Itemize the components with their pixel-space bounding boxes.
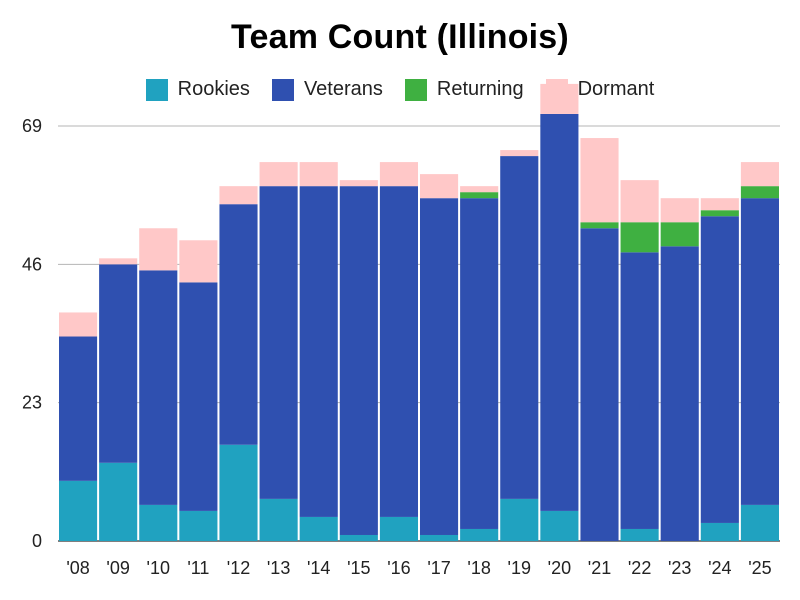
x-tick-label: '25 xyxy=(748,558,771,578)
bar-segment-dormant xyxy=(420,174,459,199)
bar-segment-rookies xyxy=(500,498,539,541)
bar-segment-rookies xyxy=(460,528,499,541)
x-tick-label: '18 xyxy=(467,558,490,578)
legend-item-rookies: Rookies xyxy=(145,78,250,101)
bar-segment-dormant xyxy=(339,180,378,187)
bar-segment-veterans xyxy=(660,246,699,541)
bar-segment-veterans xyxy=(219,204,258,445)
x-tick-label: '20 xyxy=(548,558,571,578)
bar-segment-returning xyxy=(700,210,739,217)
bar-segment-rookies xyxy=(420,534,459,541)
bar-segment-veterans xyxy=(139,270,178,505)
legend-swatch-veterans xyxy=(271,78,294,101)
chart-title: Team Count (Illinois) xyxy=(231,18,569,56)
bar-segment-dormant xyxy=(660,198,699,223)
legend-label: Dormant xyxy=(577,78,655,100)
bar-segment-rookies xyxy=(299,516,338,541)
bar-segment-rookies xyxy=(99,462,138,541)
bar-segment-veterans xyxy=(379,186,418,517)
x-tick-label: '08 xyxy=(66,558,89,578)
bar-segment-dormant xyxy=(179,240,218,283)
bar-segment-rookies xyxy=(219,444,258,541)
bar-segment-rookies xyxy=(339,534,378,541)
bar-segment-dormant xyxy=(379,162,418,187)
x-tick-label: '13 xyxy=(267,558,290,578)
bar-segment-veterans xyxy=(179,282,218,511)
bar-segment-dormant xyxy=(299,162,338,187)
bar-segment-dormant xyxy=(460,186,499,193)
legend-label: Veterans xyxy=(303,78,383,100)
bar-segment-veterans xyxy=(580,228,619,541)
legend-label: Rookies xyxy=(177,78,250,100)
bar-segment-veterans xyxy=(420,198,459,535)
y-tick-label: 46 xyxy=(22,254,42,274)
bar-segment-rookies xyxy=(59,480,98,541)
legend-swatch-returning xyxy=(404,78,427,101)
bar-segment-returning xyxy=(660,222,699,247)
bar-segment-dormant xyxy=(219,186,258,205)
x-tick-label: '15 xyxy=(347,558,370,578)
y-tick-label: 23 xyxy=(22,393,42,413)
bar-segment-rookies xyxy=(179,510,218,541)
bar-segment-veterans xyxy=(339,186,378,535)
x-tick-label: '11 xyxy=(187,558,209,578)
x-tick-label: '22 xyxy=(628,558,651,578)
x-tick-label: '09 xyxy=(106,558,129,578)
bar-segment-dormant xyxy=(740,162,779,187)
bar-segment-veterans xyxy=(700,216,739,523)
bar-segment-dormant xyxy=(500,150,539,157)
x-tick-label: '21 xyxy=(588,558,611,578)
bar-segment-veterans xyxy=(59,336,98,481)
bar-segment-dormant xyxy=(620,180,659,223)
bar-segment-dormant xyxy=(99,258,138,265)
bar-segment-dormant xyxy=(139,228,178,271)
bar-segment-rookies xyxy=(379,516,418,541)
bar-segment-veterans xyxy=(99,264,138,463)
bar-segment-rookies xyxy=(620,528,659,541)
bar-segment-veterans xyxy=(540,113,579,511)
x-tick-label: '19 xyxy=(508,558,531,578)
bar-segment-veterans xyxy=(620,252,659,529)
bar-segment-rookies xyxy=(700,522,739,541)
bar-segment-rookies xyxy=(259,498,298,541)
bar-segment-rookies xyxy=(540,510,579,541)
bar-segment-dormant xyxy=(580,138,619,223)
x-tick-label: '12 xyxy=(227,558,250,578)
x-tick-label: '14 xyxy=(307,558,330,578)
bar-segment-returning xyxy=(740,186,779,199)
x-tick-label: '16 xyxy=(387,558,410,578)
legend-item-veterans: Veterans xyxy=(271,78,383,101)
x-tick-label: '17 xyxy=(427,558,450,578)
legend-item-returning: Returning xyxy=(404,78,524,101)
legend-swatch-rookies xyxy=(145,78,168,101)
y-tick-label: 69 xyxy=(22,116,42,136)
bar-segment-dormant xyxy=(700,198,739,211)
bar-segment-veterans xyxy=(460,198,499,529)
x-tick-label: '23 xyxy=(668,558,691,578)
x-tick-label: '24 xyxy=(708,558,731,578)
bar-segment-dormant xyxy=(540,83,579,114)
bar-segment-returning xyxy=(460,192,499,199)
bar-segment-returning xyxy=(580,222,619,229)
y-tick-label: 0 xyxy=(32,531,42,551)
bar-segment-rookies xyxy=(740,504,779,541)
bar-segment-veterans xyxy=(299,186,338,517)
legend-label: Returning xyxy=(436,78,524,100)
bar-segment-dormant xyxy=(259,162,298,187)
bar-segment-rookies xyxy=(139,504,178,541)
bar-segment-veterans xyxy=(740,198,779,505)
bar-segment-veterans xyxy=(500,156,539,499)
bar-segment-returning xyxy=(620,222,659,253)
x-tick-label: '10 xyxy=(147,558,170,578)
bar-segment-dormant xyxy=(59,312,98,337)
bar-segment-veterans xyxy=(259,186,298,499)
